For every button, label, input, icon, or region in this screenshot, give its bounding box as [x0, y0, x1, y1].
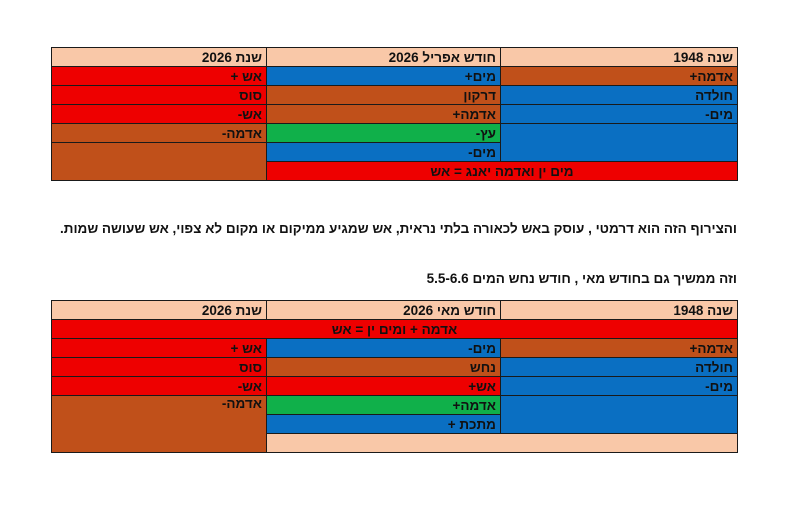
elements-table-may: שנה 1948 חודש מאי 2026 שנת 2026 אדמה + ו… [51, 300, 738, 453]
elements-table-april: שנה 1948 חודש אפריל 2026 שנת 2026 אדמה+ … [51, 47, 738, 181]
table-row: אדמה+ מים- אש + [51, 338, 738, 358]
table-header-row: שנה 1948 חודש אפריל 2026 שנת 2026 [51, 47, 738, 67]
cell: מתכת + [266, 414, 501, 434]
cell: אדמה+ [500, 338, 738, 358]
cell: מים- [266, 142, 501, 162]
cell: נחש [266, 357, 501, 377]
cell: מים- [500, 104, 738, 124]
header-year-2026: שנת 2026 [51, 47, 267, 67]
header-month-may: חודש מאי 2026 [266, 300, 501, 320]
cell: דרקון [266, 85, 501, 105]
cell-empty [51, 142, 267, 181]
footer-formula: מים ין ואדמה יאנג = אש [266, 161, 738, 181]
cell: אדמה+ [266, 395, 501, 415]
cell-empty [500, 123, 738, 162]
cell: מים- [266, 338, 501, 358]
table-row: חולדה נחש סוס [51, 357, 738, 377]
table-row: מים- אדמה+ אש- [51, 104, 738, 124]
header-month-april: חודש אפריל 2026 [266, 47, 501, 67]
cell: עץ- [266, 123, 501, 143]
header-year-1948: שנה 1948 [500, 47, 738, 67]
cell: אדמה- [51, 123, 267, 143]
cell: אש- [51, 376, 267, 396]
cell: אש- [51, 104, 267, 124]
cell: אש + [51, 66, 267, 86]
table-footer-row: מים ין ואדמה יאנג = אש [52, 161, 738, 181]
cell: חולדה [500, 357, 738, 377]
table-header-row: שנה 1948 חודש מאי 2026 שנת 2026 [51, 300, 738, 320]
banner-formula: אדמה + ומים ין = אש [51, 319, 738, 339]
table-row: מתכת + [52, 414, 738, 434]
cell: אש+ [266, 376, 501, 396]
cell: סוס [51, 85, 267, 105]
cell-empty [500, 395, 738, 434]
header-year-2026: שנת 2026 [51, 300, 267, 320]
cell: סוס [51, 357, 267, 377]
cell: אדמה+ [266, 104, 501, 124]
cell: מים+ [266, 66, 501, 86]
paragraph-description: והצירוף הזה הוא דרמטי , עוסק באש לכאורה … [60, 221, 737, 236]
cell: חולדה [500, 85, 738, 105]
table-banner-row: אדמה + ומים ין = אש [51, 319, 738, 339]
table-row: עץ- אדמה- [51, 123, 738, 162]
table-row: אדמה+ אדמה- [51, 395, 738, 453]
cell: אש + [51, 338, 267, 358]
cell: אדמה- [51, 395, 267, 453]
table-row: חולדה דרקון סוס [51, 85, 738, 105]
header-year-1948: שנה 1948 [500, 300, 738, 320]
cell: מים- [500, 376, 738, 396]
table-row: אדמה+ מים+ אש + [51, 66, 738, 86]
table-row: מים- אש+ אש- [51, 376, 738, 396]
cell-empty [266, 433, 738, 453]
table-footer-row [52, 433, 738, 453]
table-row: מים- [51, 142, 738, 181]
paragraph-may-note: וזה ממשיך גם בחודש מאי , חודש נחש המים 5… [426, 271, 737, 286]
cell: אדמה+ [500, 66, 738, 86]
